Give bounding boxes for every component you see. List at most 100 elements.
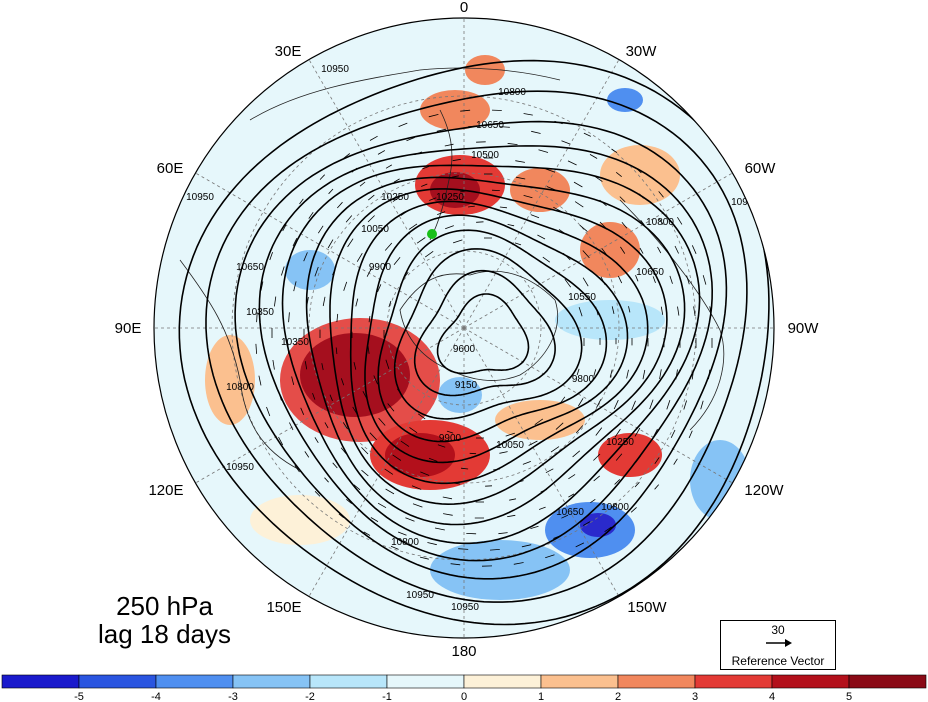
wind-vector (332, 462, 338, 469)
wind-vector (559, 396, 566, 405)
wind-vector (530, 214, 540, 219)
contour-line (329, 188, 668, 506)
wind-vector (314, 491, 321, 497)
meridian-line (463, 59, 620, 329)
contour-label: 10950 (226, 462, 254, 473)
wind-vector (427, 542, 437, 546)
wind-vector (666, 399, 671, 410)
wind-vector (400, 210, 409, 216)
wind-vector (595, 176, 603, 182)
wind-vector (424, 250, 434, 258)
wind-vector (609, 369, 613, 378)
contour-label: 9900 (439, 433, 462, 444)
colorbar-tick-label: 5 (846, 691, 852, 702)
wind-vector (546, 186, 557, 191)
wind-vector (561, 140, 571, 145)
wind-vector (460, 467, 469, 470)
colorbar-tick-label: -1 (382, 691, 392, 702)
wind-vector (384, 468, 394, 475)
colorbar-tick-label: 2 (615, 691, 621, 702)
wind-vector (408, 223, 418, 230)
wind-vector (468, 205, 475, 208)
wind-vector (523, 195, 533, 199)
wind-vector (691, 369, 694, 380)
contour-label: 9900 (369, 262, 392, 273)
wind-vector (686, 275, 690, 285)
wind-vector (498, 532, 508, 535)
wind-vector (335, 347, 338, 355)
contour-label: 10800 (498, 87, 526, 98)
wind-vector (412, 503, 423, 508)
contour-label: 10350 (281, 337, 309, 348)
wind-vector (255, 343, 257, 354)
lon-label-0: 0 (460, 0, 468, 16)
wind-vector (329, 394, 333, 401)
lon-label-120w: 120W (744, 482, 784, 499)
wind-vector (528, 440, 538, 446)
wind-vector (377, 502, 387, 509)
wind-vector (300, 407, 305, 415)
contour-label: 10650 (636, 267, 664, 278)
wind-vector (654, 457, 660, 465)
wind-vector (451, 482, 461, 485)
wind-vector (619, 196, 626, 203)
wind-vector (593, 369, 597, 377)
wind-vector (421, 183, 428, 187)
wind-vector (568, 493, 575, 498)
wind-vector (340, 447, 347, 454)
lon-label-60w: 60W (745, 160, 777, 177)
wind-vector (582, 277, 589, 287)
contour-labels: 9600 9150 9900 10050 10250 10350 10500 10650 106… (186, 64, 759, 613)
anomaly-positive-core (385, 433, 455, 477)
wind-vector (294, 465, 300, 473)
wind-vector (545, 554, 555, 559)
wind-vector (630, 507, 637, 513)
contour-label: 10650 (236, 262, 264, 273)
wind-vector (422, 166, 430, 170)
contour-label: 10350 (246, 307, 274, 318)
contour-label: 10550 (568, 292, 596, 303)
wind-vector (367, 345, 370, 354)
wind-vector (499, 126, 510, 128)
wind-vector (370, 517, 379, 522)
wind-vector (562, 252, 571, 261)
wind-vector (452, 158, 461, 162)
wind-vector (604, 526, 612, 533)
wind-vector (314, 266, 319, 277)
wind-vector (278, 436, 284, 446)
wind-vector (460, 190, 467, 193)
wind-vector (278, 391, 282, 401)
colorbar-swatch (694, 674, 773, 689)
contour-label: 10500 (471, 150, 499, 161)
wind-vector (555, 422, 564, 430)
contour-line (393, 248, 583, 420)
meridian-line (308, 327, 465, 597)
wind-vector (347, 238, 354, 248)
anomaly-negative (430, 540, 570, 600)
wind-vector (299, 198, 304, 205)
anomaly-positive (205, 335, 255, 425)
colorbar: -5 -4 -3 -2 -1 0 1 2 3 4 5 (1, 674, 927, 702)
wind-vector (366, 268, 372, 277)
wind-vector (332, 265, 337, 276)
wind-vector (615, 453, 623, 461)
wind-vector (436, 128, 447, 132)
contour-label: 10050 (496, 440, 524, 451)
wind-vector (385, 488, 395, 495)
wind-vector (361, 469, 369, 477)
wind-vector (509, 498, 517, 501)
wind-vector (369, 135, 378, 141)
wind-vector (583, 521, 591, 526)
wind-vector (450, 563, 461, 566)
wind-vector (574, 201, 584, 208)
wind-vector (402, 271, 409, 280)
lon-label-60e: 60E (157, 160, 184, 177)
wind-vector (702, 275, 707, 285)
contour-label: 10250 (381, 192, 409, 203)
wind-vector (579, 224, 588, 232)
wind-vector (631, 400, 636, 411)
meridian-line (195, 172, 465, 329)
wind-vector (514, 242, 522, 246)
wind-vector (343, 281, 348, 291)
contour-line (305, 176, 686, 526)
